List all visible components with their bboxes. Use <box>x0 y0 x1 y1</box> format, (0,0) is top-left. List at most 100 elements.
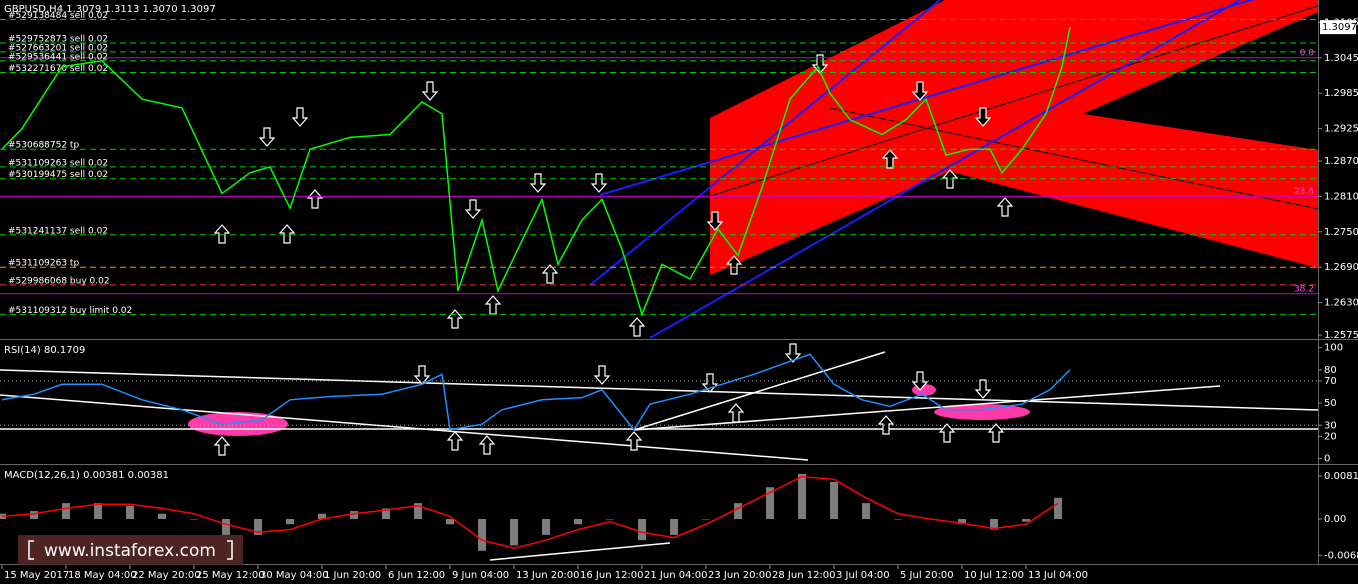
histogram-bar <box>446 519 454 525</box>
channel-midline <box>709 5 1319 197</box>
arrow <box>479 435 495 455</box>
histogram-bar <box>190 519 198 520</box>
arrow <box>997 197 1013 217</box>
x-tick-label: 15 May 2017 <box>4 570 69 581</box>
y-tick-label: 1.2870 <box>1324 156 1358 167</box>
histogram-bar <box>478 519 486 551</box>
watermark-bracket <box>28 540 233 560</box>
x-tick-label: 9 Jun 04:00 <box>452 570 509 581</box>
order-label: #531109312 buy limit 0.02 <box>8 306 132 316</box>
histogram-bar <box>990 519 998 530</box>
trend-line <box>599 0 1255 196</box>
arrow <box>591 173 607 193</box>
y-tick-label: 1.2925 <box>1324 124 1358 135</box>
arrow <box>259 127 275 147</box>
y-tick-label: 1.2810 <box>1324 191 1358 202</box>
y-tick-label: 1.2985 <box>1324 88 1358 99</box>
arrow <box>728 403 744 423</box>
order-label: #529536441 sell 0.02 <box>8 52 108 62</box>
arrow <box>292 107 308 127</box>
trend-line <box>633 351 886 431</box>
x-tick-label: 28 Jun 12:00 <box>772 570 836 581</box>
arrow <box>626 431 642 451</box>
watermark: www.instaforex.com <box>44 541 216 561</box>
arrow <box>214 224 230 244</box>
histogram-bar <box>510 519 518 546</box>
series-line <box>1 353 1071 431</box>
histogram-bar <box>894 519 902 520</box>
histogram-bar <box>542 519 550 535</box>
histogram-bar <box>30 511 38 520</box>
order-label: #527663201 sell 0.02 <box>8 43 108 53</box>
x-tick-label: 13 Jul 04:00 <box>1028 570 1088 581</box>
histogram-bar <box>414 503 422 520</box>
order-label: #532271670 sell 0.02 <box>8 64 108 74</box>
x-tick-label: 5 Jul 20:00 <box>900 570 954 581</box>
arrow <box>594 365 610 385</box>
x-tick-label: 13 Jun 20:00 <box>516 570 580 581</box>
arrow <box>629 317 645 337</box>
histogram-bar <box>94 503 102 520</box>
histogram-bar <box>862 503 870 520</box>
order-label: #531109263 tp <box>8 259 79 269</box>
y-tick-label: 1.2750 <box>1324 227 1358 238</box>
panel-title: MACD(12,26,1) 0.00381 0.00381 <box>4 470 169 481</box>
trend-line <box>0 394 809 461</box>
y-tick-label: 1.2630 <box>1324 298 1358 309</box>
histogram-bar <box>350 511 358 520</box>
arrow <box>279 224 295 244</box>
series-line <box>1 26 1071 317</box>
histogram-bar <box>606 519 614 520</box>
y-tick-label: 30 <box>1324 420 1337 431</box>
y-tick-label: 20 <box>1324 431 1337 442</box>
arrow <box>485 295 501 315</box>
histogram-bar <box>798 473 806 520</box>
arrow <box>878 415 894 435</box>
drawings <box>0 0 1358 565</box>
x-tick-label: 16 Jun 12:00 <box>580 570 644 581</box>
fib-label: 0.0 <box>1300 48 1315 58</box>
trend-line <box>489 542 671 561</box>
y-tick-label: 1.3045 <box>1324 53 1358 64</box>
x-tick-label: 6 Jun 12:00 <box>388 570 445 581</box>
histogram-bar <box>254 519 262 535</box>
trend-line <box>0 369 1319 411</box>
y-tick-label: 0 <box>1324 454 1330 465</box>
arrow <box>447 431 463 451</box>
histogram-bar <box>830 481 838 520</box>
highlight <box>934 404 1030 420</box>
x-tick-label: 3 Jul 04:00 <box>836 570 890 581</box>
y-tick-label: 1.2690 <box>1324 262 1358 273</box>
arrow <box>214 436 230 456</box>
price-box <box>1320 20 1356 35</box>
histogram-bar <box>766 487 774 520</box>
trend-line <box>589 0 941 286</box>
order-label: #531109263 sell 0.02 <box>8 158 108 168</box>
histogram-bar <box>126 505 134 520</box>
y-tick-label: 70 <box>1324 376 1337 387</box>
trend-line <box>649 0 1241 339</box>
x-tick-label: 25 May 12:00 <box>196 570 265 581</box>
x-tick-label: 1 Jun 20:00 <box>324 570 381 581</box>
histogram-bar <box>638 519 646 541</box>
x-tick-label: 10 Jul 12:00 <box>964 570 1024 581</box>
histogram-bar <box>1054 497 1062 520</box>
y-tick-label: 80 <box>1324 365 1337 376</box>
channel-midline <box>829 107 1319 210</box>
arrow <box>422 81 438 101</box>
fib-label: 23.6 <box>1294 187 1314 197</box>
arrow <box>307 189 323 209</box>
trend-line <box>633 385 1221 431</box>
order-label: #529752873 sell 0.02 <box>8 35 108 45</box>
histogram-bar <box>318 513 326 520</box>
histogram-bar <box>702 519 710 520</box>
y-tick-label: 100 <box>1324 343 1343 354</box>
histogram-bar <box>670 519 678 535</box>
x-tick-label: 22 May 20:00 <box>132 570 201 581</box>
y-tick-label: 0.00 <box>1324 514 1346 525</box>
arrow <box>975 379 991 399</box>
highlight <box>188 412 288 436</box>
histogram-bar <box>62 503 70 520</box>
